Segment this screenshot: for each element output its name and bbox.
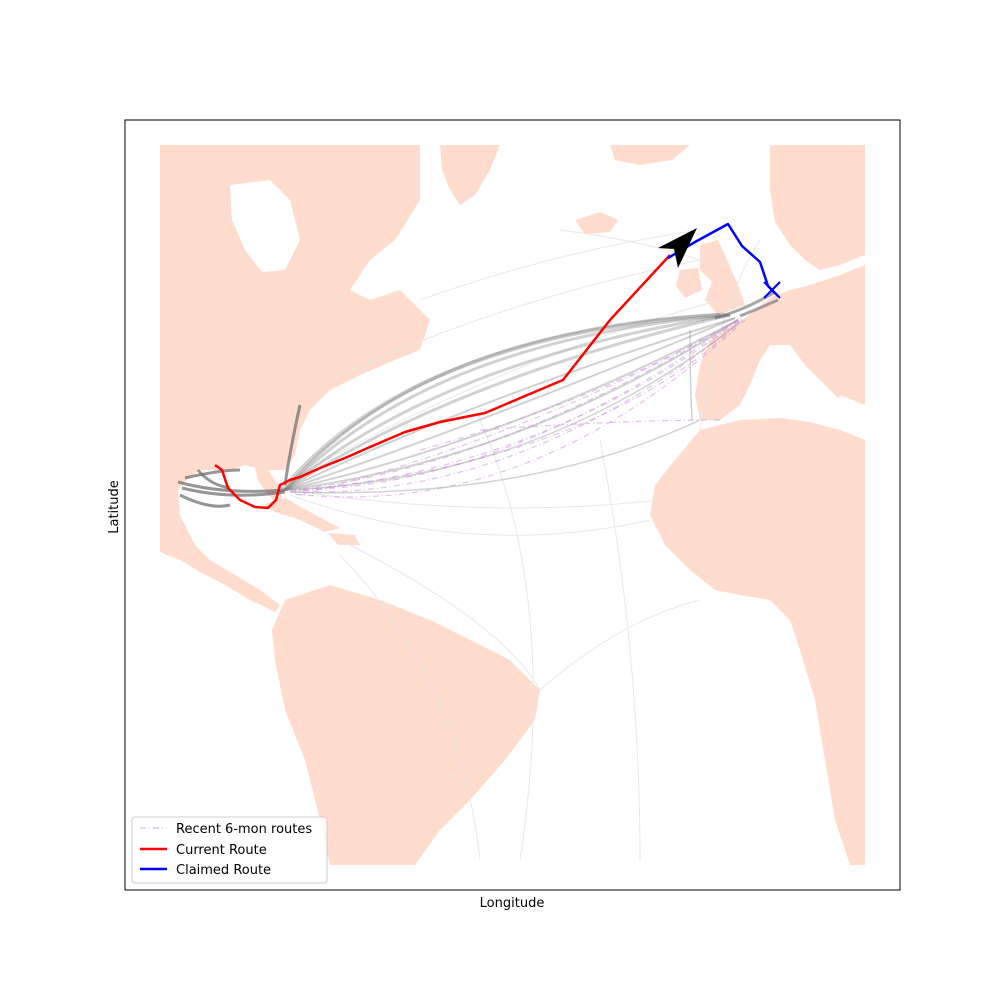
map-area	[160, 145, 865, 865]
land-ireland	[676, 268, 702, 298]
north-sea	[742, 225, 788, 288]
land-italy	[800, 345, 845, 398]
mediterranean	[742, 392, 865, 430]
arrow-icon	[658, 228, 697, 268]
legend-item-current-route: Current Route	[140, 843, 267, 858]
axes-frame	[124, 119, 901, 891]
land-masses	[160, 145, 865, 865]
channel-traffic	[714, 290, 779, 320]
land-north-america	[160, 145, 430, 612]
land-great-britain	[700, 240, 745, 315]
legend-label: Claimed Route	[176, 863, 271, 878]
land-scandinavia	[770, 145, 865, 270]
land-iceland	[575, 212, 618, 234]
legend-label: Current Route	[176, 843, 267, 858]
land-south-america	[272, 585, 540, 865]
legend: Recent 6-mon routes Current Route Claime…	[131, 816, 328, 884]
y-axis-label: Latitude	[107, 480, 122, 534]
legend-label: Recent 6-mon routes	[176, 822, 312, 837]
x-mark-icon	[763, 281, 781, 299]
legend-item-recent-routes: Recent 6-mon routes	[140, 822, 312, 837]
land-cuba	[262, 498, 340, 532]
land-africa	[650, 418, 865, 865]
land-greenland-east	[610, 145, 690, 165]
land-hispaniola	[328, 533, 360, 545]
legend-box	[131, 816, 328, 884]
x-axis-label: Longitude	[480, 896, 545, 911]
faint-traffic	[289, 229, 761, 861]
land-greenland	[440, 145, 500, 205]
gulf-traffic	[177, 404, 302, 508]
current-route-line	[214, 254, 671, 510]
legend-item-claimed-route: Claimed Route	[140, 863, 271, 878]
recent-routes	[289, 317, 746, 498]
caribbean-sea	[230, 540, 350, 585]
hudson-bay	[230, 180, 300, 272]
